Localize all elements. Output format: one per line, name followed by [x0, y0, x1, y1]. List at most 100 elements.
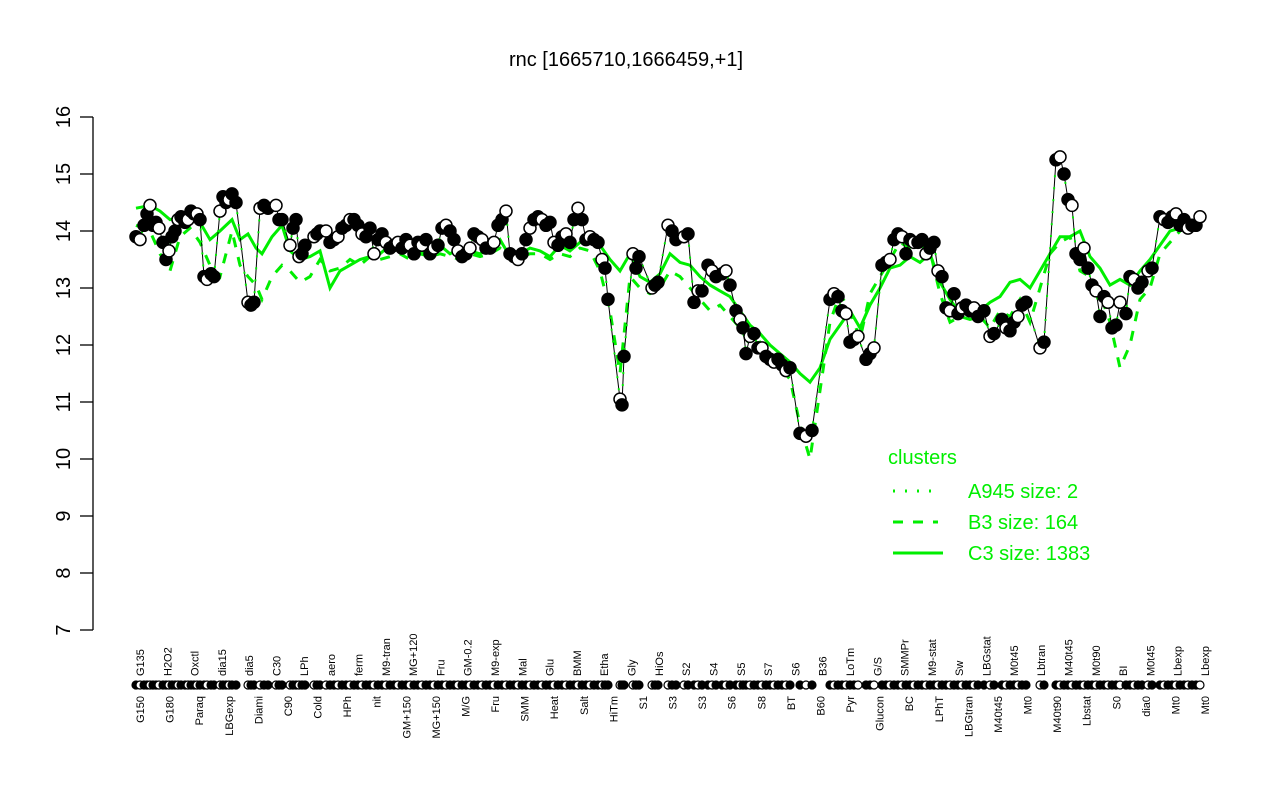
rug-point	[853, 680, 863, 690]
y-tick-label: 8	[53, 567, 75, 578]
data-point	[133, 232, 147, 247]
rug-point	[1039, 680, 1049, 690]
x-label-bottom: G150	[135, 696, 147, 723]
data-point	[269, 198, 283, 213]
x-label-top: M0t45	[1009, 645, 1021, 676]
x-label-top: M0t45	[1145, 645, 1157, 676]
data-point	[367, 247, 381, 261]
data-point	[1081, 261, 1095, 275]
x-label-bottom: Mt0	[1023, 696, 1035, 714]
y-tick-label: 9	[53, 510, 75, 521]
rug-point	[634, 680, 644, 690]
x-label-bottom: Cold	[313, 696, 325, 719]
x-label-top: BI	[1118, 666, 1130, 676]
x-label-top: Lbexp	[1173, 646, 1185, 676]
x-label-top: SMMPr	[900, 639, 912, 676]
data-point	[543, 215, 557, 230]
x-label-top: dia15	[217, 649, 229, 676]
x-label-top: HiOs	[654, 651, 666, 676]
x-label-top: M9-tran	[381, 638, 393, 676]
y-tick-label: 16	[53, 106, 75, 128]
rug-point	[277, 680, 287, 690]
data-point	[1113, 295, 1127, 310]
rug-point	[807, 680, 817, 690]
x-label-top: S4	[708, 663, 720, 676]
data-series	[129, 150, 1207, 443]
x-label-top: LPh	[299, 656, 311, 676]
rug-point	[1147, 680, 1157, 690]
data-point	[947, 286, 961, 301]
x-label-top: B36	[818, 656, 830, 676]
x-label-bottom: BT	[786, 696, 798, 710]
data-point	[1037, 335, 1051, 349]
data-point	[899, 247, 913, 261]
x-label-top: S7	[763, 663, 775, 676]
x-label-top: Mal	[517, 658, 529, 676]
x-label-top: Glu	[545, 659, 557, 676]
data-point	[283, 238, 297, 253]
rug-point	[1195, 680, 1205, 690]
x-label-bottom: SMM	[520, 696, 532, 722]
data-point	[723, 278, 737, 292]
x-label-bottom: S8	[756, 696, 768, 709]
data-point	[1019, 295, 1033, 310]
x-label-bottom: Paraq	[194, 696, 206, 725]
data-point	[736, 321, 750, 335]
cluster-a945-path	[135, 155, 1201, 438]
data-point	[229, 195, 243, 210]
data-point	[831, 289, 845, 304]
x-label-top: G/S	[872, 657, 884, 676]
rug-point	[263, 680, 273, 690]
x-label-top: GM-0.2	[463, 639, 475, 676]
x-label-bottom: Diami	[253, 696, 265, 724]
legend-entry-a945: A945 size: 2	[968, 481, 1078, 503]
y-tick-label: 14	[53, 220, 75, 242]
x-label-top: H2O2	[162, 647, 174, 676]
data-point	[1101, 295, 1115, 310]
x-label-bottom: S1	[638, 696, 650, 709]
x-label-bottom: dia0	[1141, 696, 1153, 717]
data-point	[1065, 198, 1079, 213]
data-point	[1145, 261, 1159, 275]
x-label-bottom: M40t45	[993, 696, 1005, 733]
data-point	[632, 249, 646, 264]
data-point	[783, 361, 797, 375]
data-point	[207, 269, 221, 284]
x-label-bottom: M/G	[460, 696, 472, 717]
data-point	[575, 212, 589, 227]
x-label-bottom: LBGexp	[224, 696, 236, 736]
data-point	[162, 244, 176, 258]
data-point	[747, 326, 761, 341]
x-label-top: C30	[272, 656, 284, 676]
data-point	[977, 304, 991, 318]
x-label-top: S6	[790, 663, 802, 676]
y-tick-label: 7	[53, 624, 75, 635]
x-label-bottom: C90	[283, 696, 295, 716]
data-point	[719, 264, 733, 278]
legend-entry-b3: B3 size: 164	[968, 512, 1078, 534]
x-label-top: aero	[326, 654, 338, 676]
rug-point	[785, 680, 795, 690]
x-label-top: MG+120	[408, 634, 420, 677]
x-label-bottom: BC	[904, 696, 916, 711]
y-tick-label: 11	[53, 392, 75, 413]
data-point	[687, 295, 701, 310]
data-point	[935, 269, 949, 284]
legend-entry-c3: C3 size: 1383	[968, 543, 1090, 565]
data-point	[987, 326, 1001, 341]
x-label-top: ferm	[353, 654, 365, 676]
chart-title: rnc [1665710,1666459,+1]	[509, 49, 743, 71]
y-tick-label: 13	[53, 277, 75, 299]
data-point	[1093, 309, 1107, 324]
data-point	[431, 238, 445, 253]
data-point	[617, 349, 631, 364]
rug-point	[1021, 680, 1031, 690]
data-point	[363, 221, 377, 235]
x-label-bottom: Mt0	[1200, 696, 1212, 714]
x-label-bottom: Mt0	[1170, 696, 1182, 714]
rug-point	[989, 680, 999, 690]
x-label-bottom: Pyr	[845, 696, 857, 713]
data-point	[275, 212, 289, 227]
data-point	[298, 238, 312, 253]
data-point	[499, 204, 513, 218]
